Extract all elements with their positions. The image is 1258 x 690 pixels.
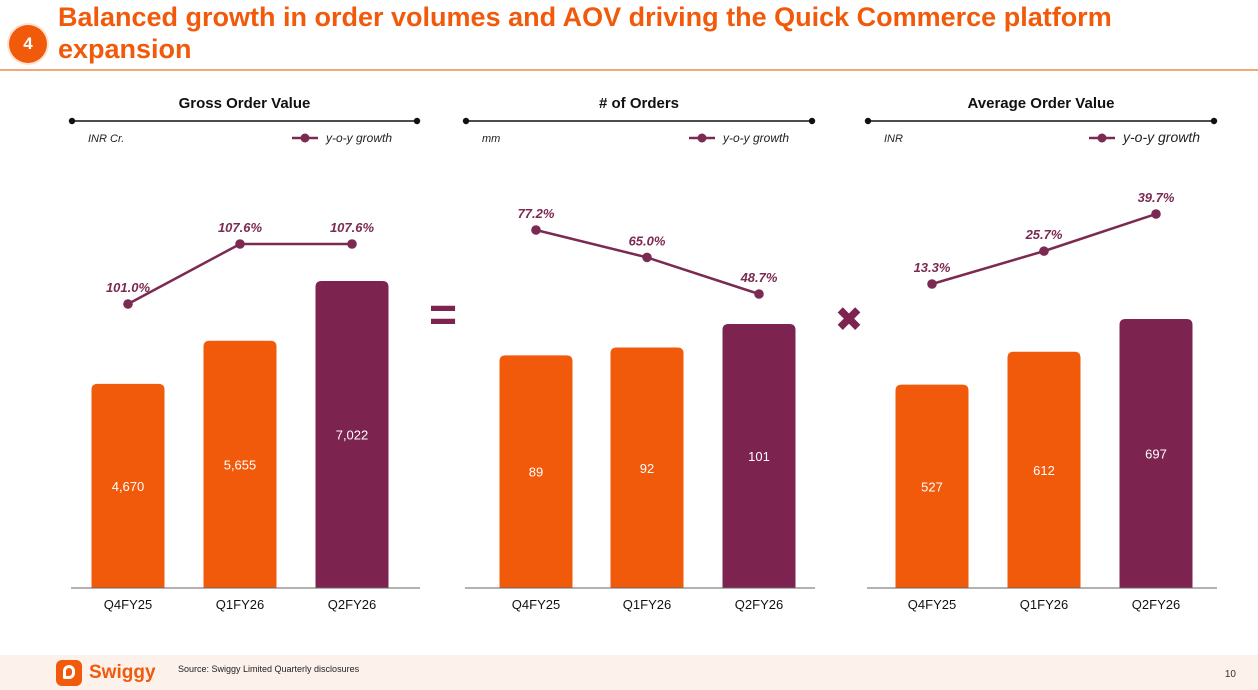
growth-point [927, 279, 937, 289]
swiggy-logo-icon [56, 660, 82, 686]
chart-title: # of Orders [599, 95, 679, 112]
bar [315, 281, 389, 588]
bar-value-label: 697 [1145, 447, 1167, 462]
category-tick-label: Q1FY26 [623, 597, 671, 612]
category-tick-label: Q1FY26 [216, 597, 264, 612]
growth-point [754, 289, 764, 299]
slide-header: 4 Balanced growth in order volumes and A… [0, 0, 1258, 71]
bar [1007, 351, 1081, 588]
charts-root: Gross Order Value INR Cr. y-o-y growth 4,67… [68, 95, 1218, 612]
category-tick-label: Q2FY26 [735, 597, 783, 612]
growth-data-label: 25.7% [1025, 227, 1063, 242]
charts-area: Gross Order Value INR Cr. y-o-y growth 4,67… [68, 95, 1218, 612]
unit-label: mm [482, 133, 500, 145]
category-tick-label: Q4FY25 [104, 597, 152, 612]
growth-point [642, 252, 652, 263]
legend-marker-icon [300, 133, 310, 143]
category-tick-label: Q1FY26 [1020, 597, 1068, 612]
chart-title: Gross Order Value [179, 95, 311, 112]
legend-label: y-o-y growth [722, 131, 789, 145]
bar-value-label: 101 [748, 449, 770, 464]
growth-data-label: 65.0% [629, 233, 666, 248]
section-number-badge: 4 [9, 25, 47, 63]
brand-logo: Swiggy [56, 660, 156, 686]
category-tick-label: Q4FY25 [908, 597, 956, 612]
bar [499, 355, 573, 588]
bar-value-label: 5,655 [224, 457, 257, 472]
chart-title: Average Order Value [967, 95, 1114, 112]
growth-data-label: 48.7% [740, 270, 778, 285]
slide-title: Balanced growth in order volumes and AOV… [58, 2, 1112, 64]
title-rule-dot [413, 117, 421, 125]
bar-value-label: 4,670 [112, 479, 145, 494]
bar-value-label: 89 [529, 465, 543, 480]
category-tick-label: Q2FY26 [1132, 597, 1180, 612]
page-number: 10 [1224, 669, 1236, 680]
bar [91, 383, 165, 588]
growth-point [1151, 209, 1161, 219]
slide-footer: Swiggy Source: Swiggy Limited Quarterly … [0, 655, 1258, 690]
title-rule-dot [864, 117, 872, 125]
multiply-operator: ✖ [835, 300, 864, 340]
bar [203, 340, 277, 588]
title-rule-dot [462, 117, 470, 125]
growth-data-label: 77.2% [518, 206, 555, 221]
unit-label: INR [884, 133, 903, 145]
legend-marker-icon [1097, 133, 1107, 143]
growth-data-label: 13.3% [914, 260, 951, 275]
source-note: Source: Swiggy Limited Quarterly disclos… [178, 664, 360, 674]
title-rule-dot [68, 117, 76, 125]
bar [1119, 319, 1193, 588]
growth-point [235, 239, 245, 249]
growth-data-label: 107.6% [330, 220, 375, 235]
equals-operator: = [429, 289, 457, 342]
bar-value-label: 92 [640, 461, 654, 476]
bar [722, 324, 796, 588]
bar [610, 347, 684, 588]
legend-marker-icon [697, 133, 707, 143]
growth-data-label: 39.7% [1138, 190, 1175, 205]
growth-point [1039, 246, 1049, 256]
legend-label: y-o-y growth [325, 131, 392, 145]
title-rule-dot [1210, 117, 1218, 125]
brand-name: Swiggy [89, 662, 156, 683]
unit-label: INR Cr. [88, 133, 124, 145]
bar [895, 384, 969, 588]
growth-point [531, 225, 541, 235]
growth-point [347, 239, 357, 249]
growth-data-label: 101.0% [106, 280, 151, 295]
category-tick-label: Q2FY26 [328, 597, 376, 612]
header-divider [0, 69, 1258, 71]
legend-label: y-o-y growth [1122, 129, 1200, 145]
growth-point [123, 299, 133, 309]
title-rule-dot [808, 117, 816, 125]
category-tick-label: Q4FY25 [512, 597, 560, 612]
growth-data-label: 107.6% [218, 220, 263, 235]
bar-value-label: 612 [1033, 463, 1055, 478]
bar-value-label: 7,022 [336, 428, 369, 443]
bar-value-label: 527 [921, 479, 943, 494]
